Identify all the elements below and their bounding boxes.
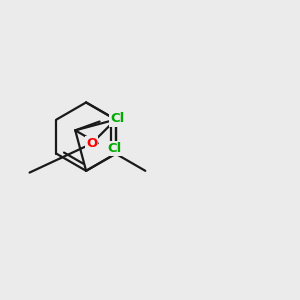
Text: O: O (110, 113, 121, 126)
Text: Cl: Cl (110, 112, 125, 124)
Text: O: O (86, 137, 97, 150)
Text: Cl: Cl (108, 142, 122, 155)
